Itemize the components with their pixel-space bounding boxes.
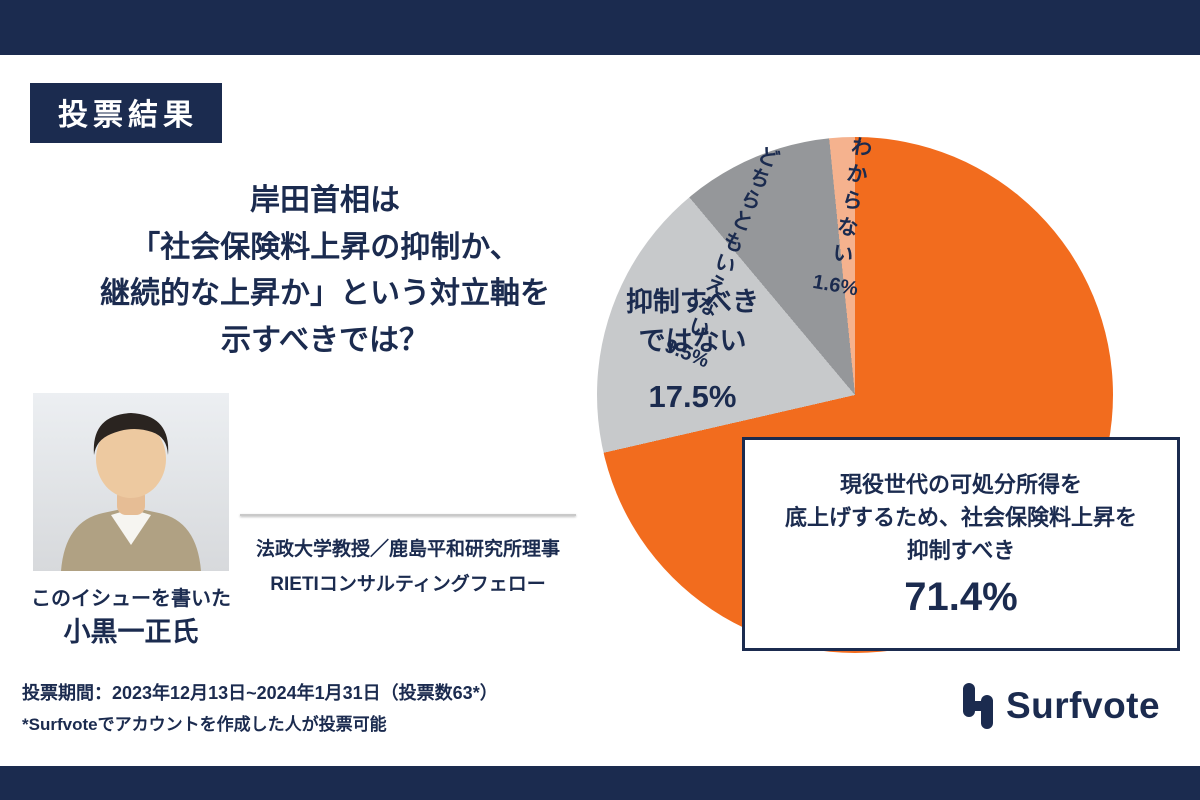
winning-option-callout: 現役世代の可処分所得を 底上げするため、社会保険料上昇を 抑制すべき 71.4% bbox=[742, 437, 1180, 651]
credential-line-2: RIETIコンサルティングフェロー bbox=[270, 574, 546, 596]
result-badge: 投票結果 bbox=[30, 83, 222, 143]
question-line-1: 岸田首相は bbox=[250, 184, 400, 217]
author-name: 小黒一正氏 bbox=[63, 617, 199, 647]
credential-line-1: 法政大学教授／鹿島平和研究所理事 bbox=[255, 539, 560, 560]
question-line-2: 「社会保険料上昇の抑制か、 bbox=[130, 230, 520, 264]
callout-percentage: 71.4% bbox=[904, 575, 1018, 619]
vote-note-text: *Surfvoteでアカウントを作成した人が投票可能 bbox=[22, 715, 387, 734]
question-line-4: 示すべきでは？ bbox=[221, 323, 429, 357]
pie-label-suppress-not: 抑制すべき ではない 17.5% bbox=[600, 283, 785, 415]
surfvote-logo-icon bbox=[963, 683, 993, 729]
pie-label-suppress-not-pct: 17.5% bbox=[648, 379, 737, 415]
surfvote-logo-text: Surfvote bbox=[1006, 685, 1161, 726]
credentials-divider bbox=[240, 514, 576, 516]
top-navy-bar bbox=[0, 0, 1200, 55]
callout-line-1: 現役世代の可処分所得を bbox=[839, 472, 1082, 497]
callout-line-3: 抑制すべき bbox=[906, 538, 1016, 563]
author-photo-illustration bbox=[33, 393, 229, 571]
pie-label-suppress-not-line2: ではない bbox=[638, 326, 747, 357]
callout-line-2: 底上げするため、社会保険料上昇を bbox=[784, 505, 1137, 530]
pie-label-suppress-not-line1: 抑制すべき bbox=[625, 287, 760, 317]
author-photo bbox=[33, 393, 229, 571]
author-credentials: 法政大学教授／鹿島平和研究所理事 RIETIコンサルティングフェロー bbox=[240, 514, 576, 602]
result-badge-label: 投票結果 bbox=[58, 99, 198, 132]
question-line-3: 継続的な上昇か」という対立軸を bbox=[100, 277, 550, 310]
surfvote-logo: Surfvote bbox=[958, 682, 1160, 730]
bottom-navy-bar bbox=[0, 766, 1200, 800]
question-title: 岸田首相は 「社会保険料上昇の抑制か、 継続的な上昇か」という対立軸を 示すべき… bbox=[55, 178, 595, 364]
author-caption: このイシューを書いた bbox=[31, 588, 231, 610]
vote-period-text: 投票期間：2023年12月13日~2024年1月31日（投票数63*） bbox=[22, 683, 498, 703]
